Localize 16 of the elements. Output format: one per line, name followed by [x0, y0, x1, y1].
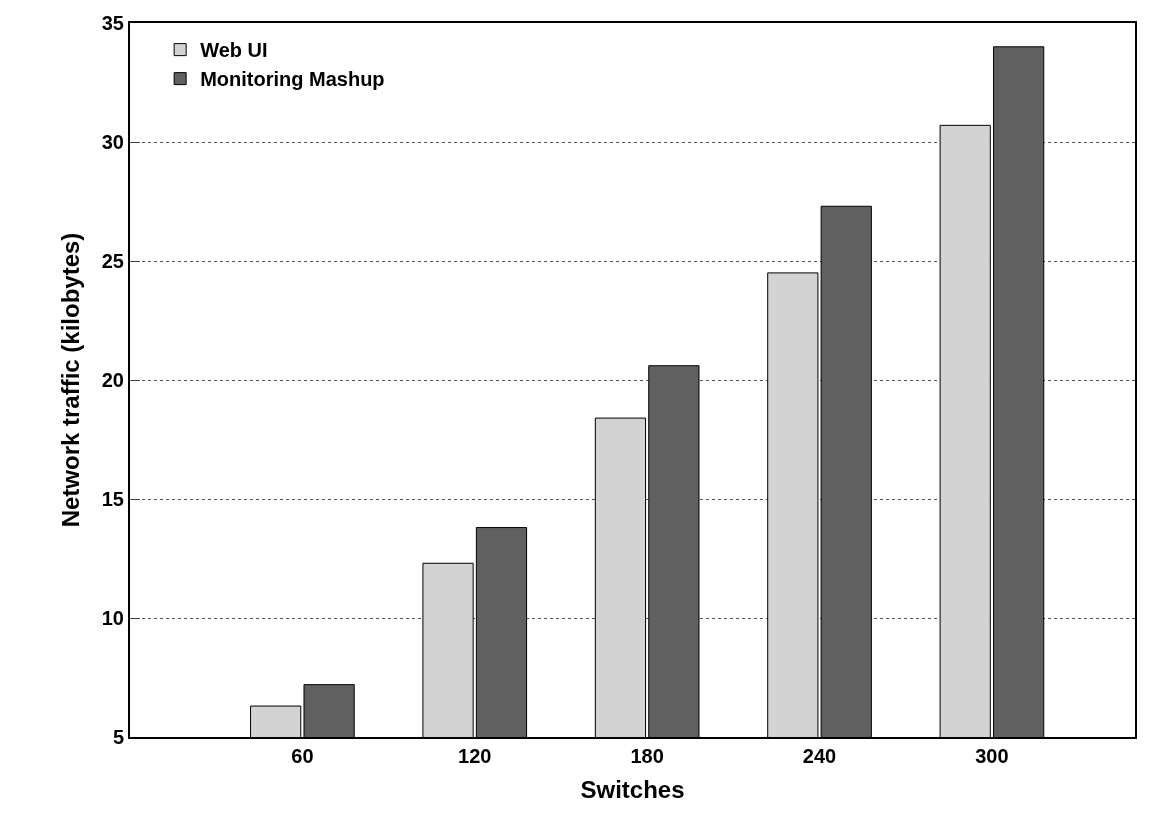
y-tick-label: 15: [101, 488, 124, 510]
y-tick-label: 35: [101, 12, 124, 34]
y-tick-label: 5: [112, 726, 124, 748]
y-tick-label: 10: [101, 607, 124, 629]
y-tick-label: 30: [101, 131, 124, 153]
x-tick-label: 120: [458, 745, 492, 767]
x-axis-title: Switches: [580, 775, 685, 803]
x-tick-label: 180: [630, 745, 664, 767]
y-tick-label: 20: [101, 369, 124, 391]
y-tick-label: 25: [101, 250, 124, 272]
x-tick-label: 300: [975, 745, 1009, 767]
x-tick-label: 240: [802, 745, 837, 767]
x-tick-label: 60: [291, 745, 314, 767]
legend-label: Web UI: [200, 39, 268, 62]
legend-label: Monitoring Mashup: [200, 68, 385, 91]
y-axis-title: Network traffic (kilobytes): [57, 232, 85, 528]
